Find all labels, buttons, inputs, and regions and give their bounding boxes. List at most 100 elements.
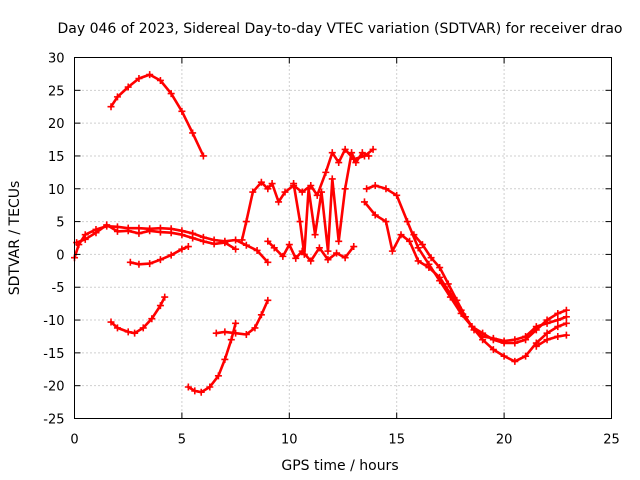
markers-arc-14 xyxy=(532,331,570,350)
data-point xyxy=(335,159,343,167)
data-point xyxy=(199,237,207,245)
data-point xyxy=(161,293,169,301)
data-point xyxy=(403,218,411,226)
y-tick-label: -10 xyxy=(43,314,64,329)
data-point xyxy=(341,145,349,153)
data-point xyxy=(232,236,240,244)
data-point xyxy=(206,383,214,391)
grid xyxy=(74,57,612,419)
data-point xyxy=(562,313,570,321)
x-tick-label: 25 xyxy=(603,433,620,448)
data-series xyxy=(71,71,570,396)
data-point xyxy=(135,75,143,83)
data-point xyxy=(511,336,519,344)
data-point xyxy=(238,236,246,244)
y-tick-label: -25 xyxy=(43,413,64,428)
data-point xyxy=(562,319,570,327)
data-point xyxy=(554,323,562,331)
data-point xyxy=(103,221,111,229)
data-point xyxy=(489,346,497,354)
data-point xyxy=(210,240,218,248)
data-point xyxy=(543,336,551,344)
data-point xyxy=(124,227,132,235)
data-point xyxy=(444,280,452,288)
series-arc-10 xyxy=(292,151,371,256)
data-point xyxy=(189,129,197,137)
data-point xyxy=(285,241,293,249)
markers-arc-4 xyxy=(126,243,192,268)
data-point xyxy=(221,328,229,336)
data-point xyxy=(371,211,379,219)
data-point xyxy=(315,244,323,252)
y-tick-label: -5 xyxy=(52,281,65,296)
y-tick-label: -15 xyxy=(43,347,64,362)
data-point xyxy=(500,337,508,345)
data-point xyxy=(489,334,497,342)
data-point xyxy=(350,243,358,251)
data-point xyxy=(242,330,250,338)
x-tick-label: 0 xyxy=(70,433,78,448)
data-point xyxy=(135,229,143,237)
data-point xyxy=(532,342,540,350)
data-point xyxy=(275,198,283,206)
data-point xyxy=(257,311,265,319)
data-point xyxy=(178,245,186,253)
data-point xyxy=(333,249,341,257)
y-tick-label: 10 xyxy=(48,183,65,198)
data-point xyxy=(363,185,371,193)
chart-title: Day 046 of 2023, Sidereal Day-to-day VTE… xyxy=(57,21,622,37)
data-point xyxy=(167,229,175,237)
data-point xyxy=(270,244,278,252)
data-point xyxy=(470,326,478,334)
data-point xyxy=(148,315,156,323)
data-point xyxy=(393,191,401,199)
data-point xyxy=(500,352,508,360)
data-point xyxy=(146,260,154,268)
x-tick-label: 15 xyxy=(388,433,405,448)
data-point xyxy=(126,258,134,266)
y-axis-label: SDTVAR / TECUs xyxy=(7,181,23,296)
data-point xyxy=(156,302,164,310)
data-point xyxy=(418,241,426,249)
y-tick-label: 15 xyxy=(48,150,65,165)
data-point xyxy=(328,175,336,183)
data-point xyxy=(178,231,186,239)
x-axis-label: GPS time / hours xyxy=(281,458,398,474)
data-point xyxy=(242,241,250,249)
data-point xyxy=(135,260,143,268)
data-point xyxy=(290,180,298,188)
data-point xyxy=(279,252,287,260)
data-point xyxy=(232,329,240,337)
data-point xyxy=(352,159,360,167)
data-point xyxy=(264,296,272,304)
data-point xyxy=(371,181,379,189)
data-point xyxy=(453,296,461,304)
data-point xyxy=(232,245,240,253)
data-point xyxy=(178,107,186,115)
data-point xyxy=(264,237,272,245)
data-point xyxy=(264,258,272,266)
series-arc-3 xyxy=(109,73,205,158)
data-point xyxy=(427,254,435,262)
markers-arc-5 xyxy=(107,293,169,337)
data-point xyxy=(341,185,349,193)
data-point xyxy=(305,185,313,193)
data-point xyxy=(253,246,261,254)
data-point xyxy=(281,188,289,196)
data-point xyxy=(335,237,343,245)
data-point xyxy=(167,251,175,259)
data-point xyxy=(107,103,115,111)
data-point xyxy=(113,227,121,235)
y-tick-label: 20 xyxy=(48,117,65,132)
data-point xyxy=(360,198,368,206)
data-point xyxy=(436,264,444,272)
data-point xyxy=(307,257,315,265)
series-arc-13 xyxy=(412,233,568,343)
data-point xyxy=(406,237,414,245)
data-point xyxy=(562,306,570,314)
data-point xyxy=(324,256,332,264)
data-point xyxy=(397,231,405,239)
data-point xyxy=(414,257,422,265)
data-point xyxy=(348,149,356,157)
y-tick-label: 0 xyxy=(56,248,64,263)
